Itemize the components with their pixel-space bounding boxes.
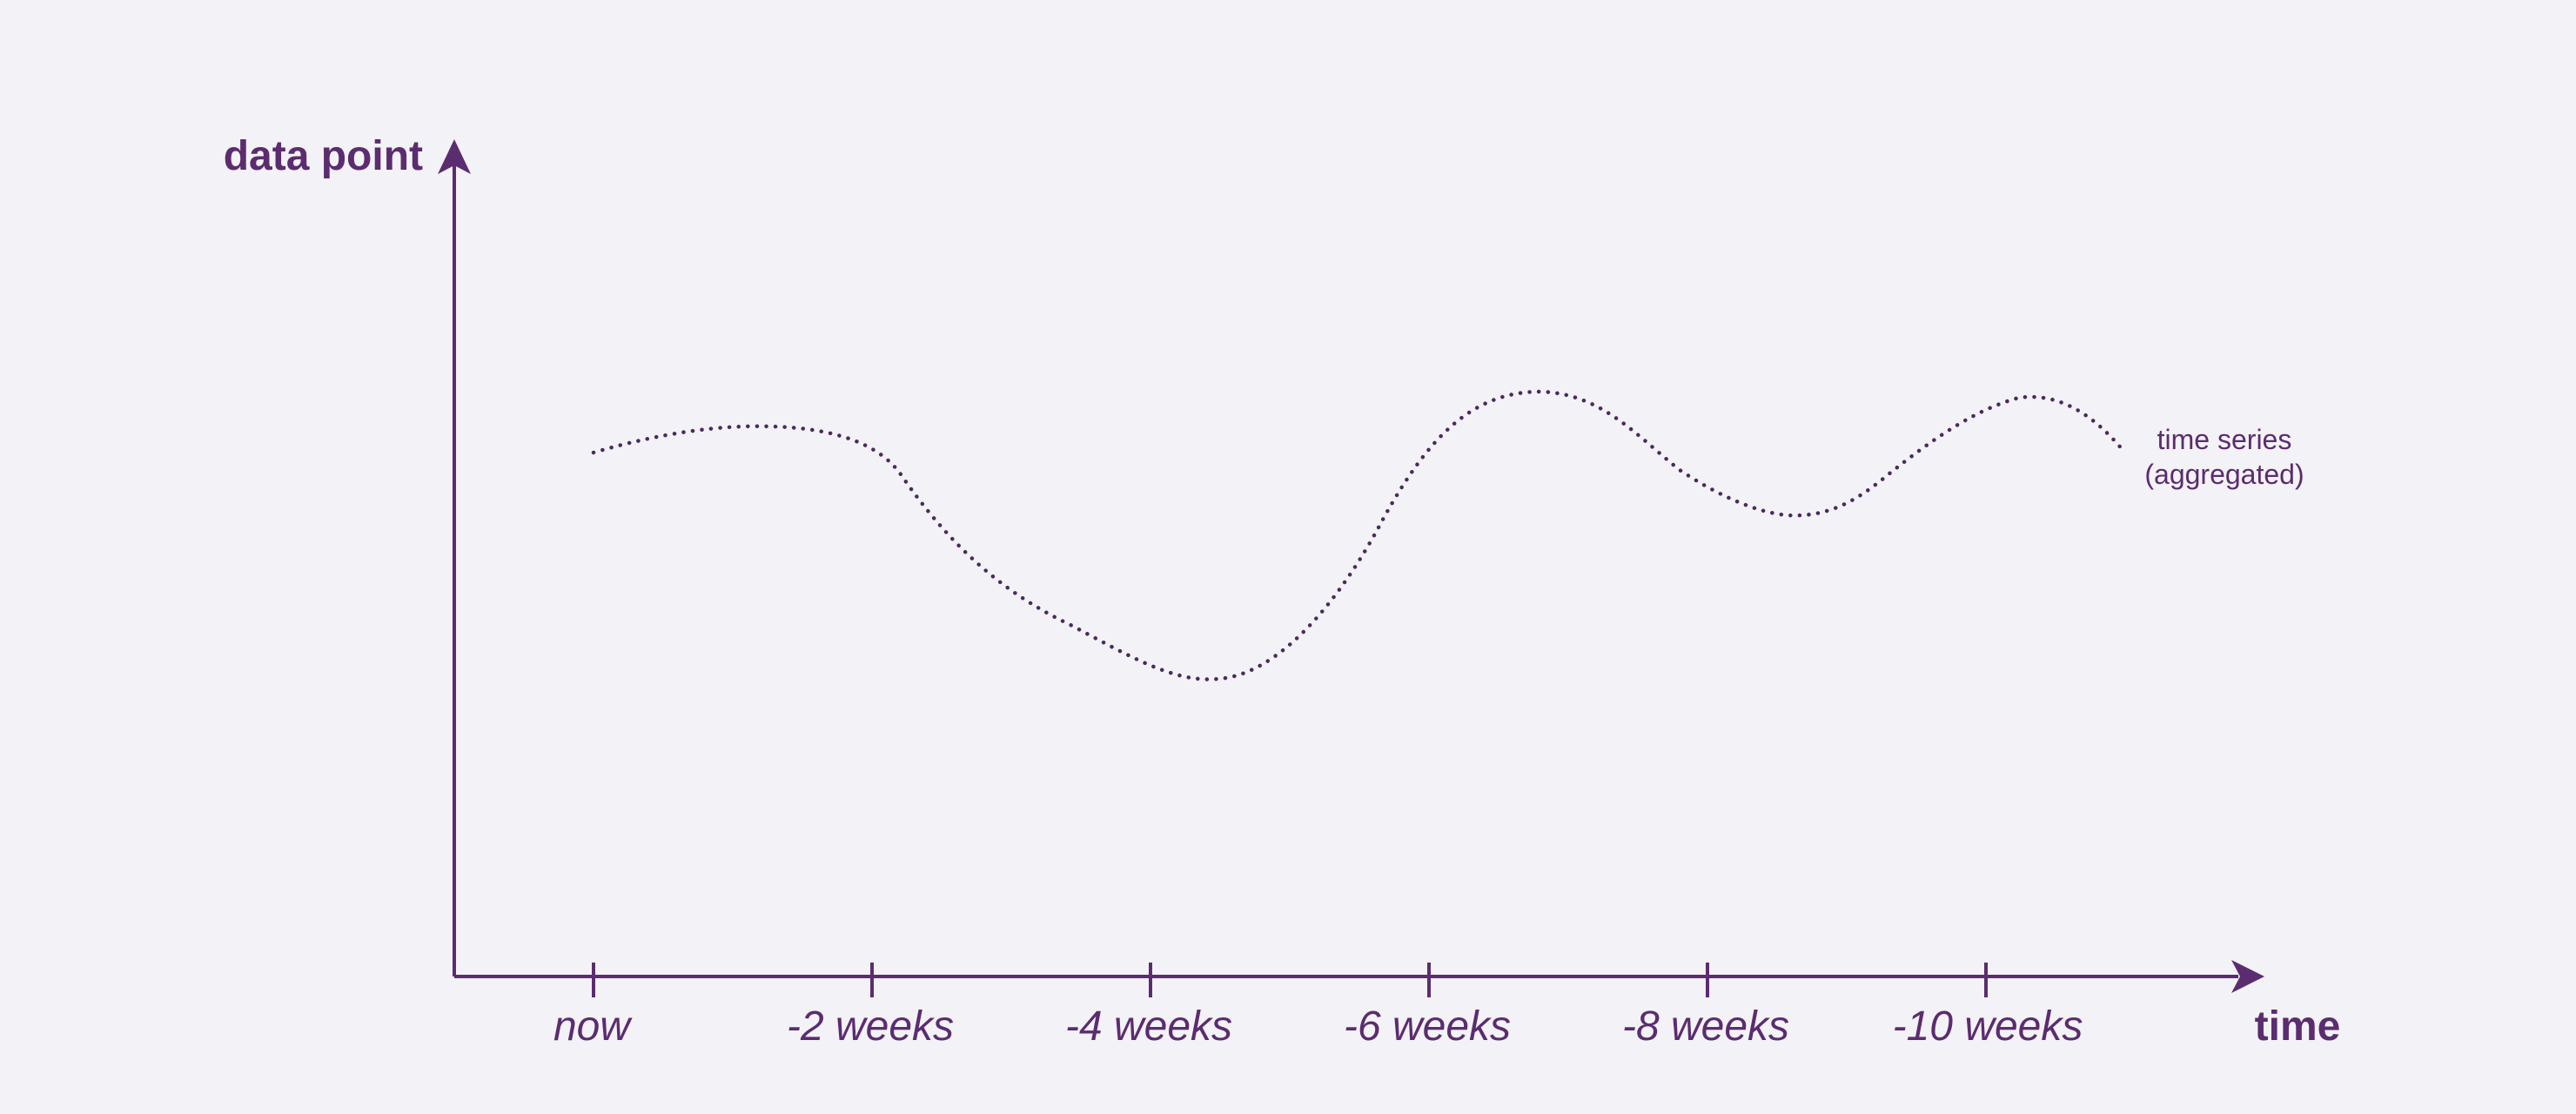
x-axis-ticks (592, 963, 1988, 997)
series-label-sub: (aggregated) (2144, 459, 2304, 490)
y-axis-arrow-icon (438, 139, 471, 174)
x-tick-label: -2 weeks (787, 1003, 954, 1050)
x-tick-label: -10 weeks (1893, 1003, 2083, 1050)
x-axis-title: time (2255, 1003, 2341, 1050)
series-label: time series (2157, 424, 2292, 455)
x-tick-label: -6 weeks (1344, 1003, 1511, 1050)
x-axis-tick-labels: now -2 weeks -4 weeks -6 weeks -8 weeks … (553, 1003, 2083, 1050)
x-tick-label: -8 weeks (1622, 1003, 1789, 1050)
time-series-curve (591, 389, 2126, 681)
y-axis-title: data point (224, 133, 423, 179)
x-axis-arrow-icon (2231, 960, 2264, 993)
x-tick-label: now (553, 1003, 633, 1050)
x-tick-label: -4 weeks (1065, 1003, 1232, 1050)
